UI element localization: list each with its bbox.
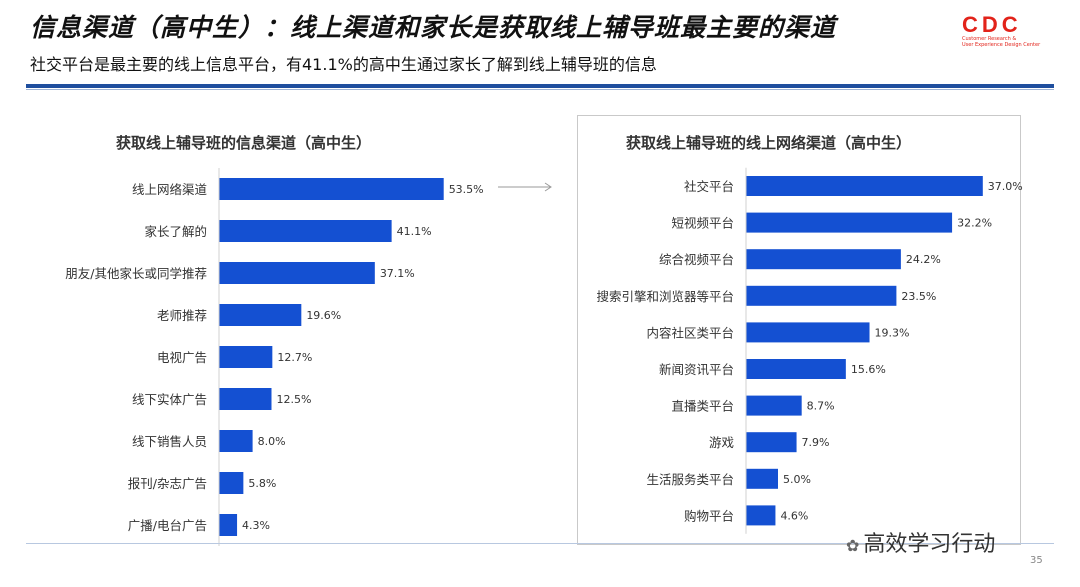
- right-chart-title: 获取线上辅导班的线上网络渠道（高中生）: [626, 134, 912, 152]
- bar: [219, 472, 244, 494]
- category-label: 社交平台: [684, 179, 734, 194]
- left-chart-title: 获取线上辅导班的信息渠道（高中生）: [116, 134, 372, 152]
- header-divider: [26, 84, 1054, 88]
- value-label: 4.3%: [242, 519, 270, 532]
- category-label: 电视广告: [157, 350, 207, 365]
- category-label: 内容社区类平台: [646, 325, 734, 340]
- category-label: 朋友/其他家长或同学推荐: [65, 266, 207, 281]
- watermark-text: 高效学习行动: [863, 532, 996, 557]
- category-label: 游戏: [709, 435, 734, 450]
- bar: [219, 346, 273, 368]
- bar: [219, 178, 444, 200]
- footer-divider: [26, 543, 1054, 544]
- cdc-logo: CDC Customer Research & User Experience …: [962, 14, 1042, 54]
- value-label: 32.2%: [957, 217, 992, 230]
- category-label: 报刊/杂志广告: [128, 476, 207, 491]
- bar: [219, 304, 302, 326]
- bar: [219, 262, 375, 284]
- bar: [746, 212, 953, 233]
- value-label: 8.7%: [807, 400, 835, 413]
- category-label: 新闻资讯平台: [659, 362, 734, 377]
- category-label: 线上网络渠道: [132, 182, 208, 197]
- page-subtitle: 社交平台是最主要的线上信息平台，有41.1%的高中生通过家长了解到线上辅导班的信…: [30, 55, 657, 74]
- bar: [746, 285, 897, 306]
- header-divider-thin: [26, 89, 1054, 90]
- category-label: 生活服务类平台: [646, 472, 734, 487]
- value-label: 5.0%: [783, 473, 811, 486]
- category-label: 线下实体广告: [132, 392, 207, 407]
- logo-text-line2: User Experience Design Center: [962, 42, 1041, 48]
- page-number: 35: [1030, 555, 1043, 566]
- value-label: 5.8%: [248, 477, 276, 490]
- category-label: 家长了解的: [144, 224, 207, 239]
- value-label: 23.5%: [901, 290, 936, 303]
- bar: [219, 514, 238, 536]
- value-label: 24.2%: [906, 253, 941, 266]
- value-label: 4.6%: [780, 509, 808, 522]
- logo-mark: CDC: [962, 12, 1022, 37]
- value-label: 37.1%: [380, 267, 415, 280]
- category-label: 购物平台: [684, 508, 734, 523]
- bar: [746, 395, 802, 416]
- bar: [219, 388, 272, 410]
- value-label: 12.5%: [277, 393, 312, 406]
- category-label: 老师推荐: [157, 308, 207, 323]
- bar: [219, 430, 253, 452]
- value-label: 19.3%: [875, 326, 910, 339]
- bar: [746, 432, 797, 453]
- wechat-icon: ✿: [846, 536, 860, 555]
- bar: [219, 220, 392, 242]
- value-label: 19.6%: [306, 309, 341, 322]
- value-label: 8.0%: [258, 435, 286, 448]
- category-label: 线下销售人员: [132, 434, 207, 449]
- page-title: 信息渠道（高中生）：线上渠道和家长是获取线上辅导班最主要的渠道: [30, 13, 837, 42]
- logo-text-line1: Customer Research &: [962, 36, 1017, 42]
- value-label: 12.7%: [277, 351, 312, 364]
- bar: [746, 322, 870, 343]
- bar: [746, 176, 983, 196]
- value-label: 53.5%: [449, 183, 484, 196]
- arrow-icon: [498, 182, 552, 192]
- value-label: 37.0%: [988, 180, 1023, 193]
- category-label: 短视频平台: [671, 216, 734, 231]
- value-label: 15.6%: [851, 363, 886, 376]
- bar: [746, 359, 846, 379]
- right-chart-panel: [577, 115, 1021, 545]
- category-label: 搜索引擎和浏览器等平台: [596, 289, 734, 304]
- value-label: 41.1%: [397, 225, 432, 238]
- bar: [746, 249, 901, 270]
- category-label: 广播/电台广告: [128, 518, 207, 533]
- watermark: ✿ 高效学习行动: [846, 526, 995, 558]
- bar: [746, 505, 776, 526]
- bar: [746, 468, 778, 489]
- category-label: 直播类平台: [671, 399, 734, 414]
- category-label: 综合视频平台: [659, 252, 734, 267]
- value-label: 7.9%: [802, 436, 830, 449]
